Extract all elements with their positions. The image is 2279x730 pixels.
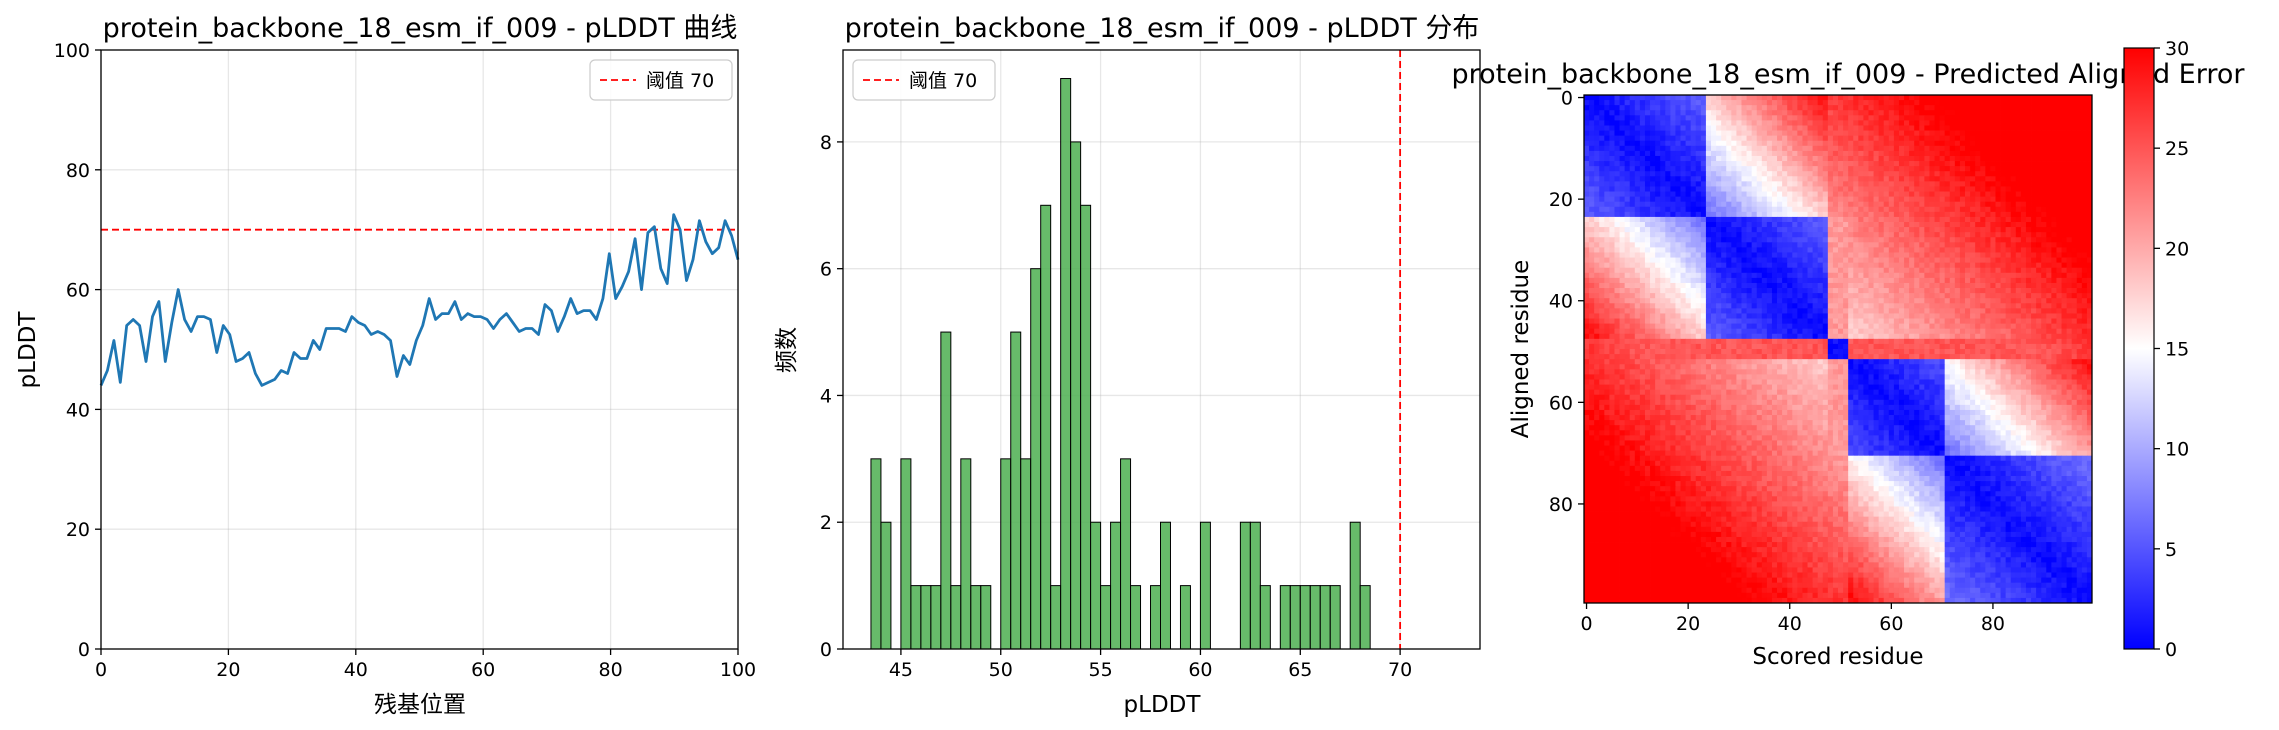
- histogram-bar: [1160, 521, 1171, 650]
- heatmap-x-tick-label: 80: [1981, 613, 2005, 635]
- line-x-tick-label: 40: [344, 659, 368, 681]
- histogram-bar: [1100, 585, 1112, 650]
- colorbar-tick-label: 5: [2165, 539, 2177, 561]
- histogram-bar: [1329, 585, 1341, 650]
- histogram-bar: [1259, 585, 1271, 650]
- heatmap-title: protein_backbone_18_esm_if_009 - Predict…: [1451, 59, 2245, 90]
- line-legend-label: 阈值 70: [646, 70, 714, 92]
- pae-heatmap: 0 20 40 60 80 0 20 40 60 80 protein_backbone_18_e…: [1451, 38, 2245, 670]
- histogram-bar: [1060, 78, 1072, 650]
- histogram-bar: [1080, 204, 1092, 650]
- histogram-bar: [1319, 585, 1331, 650]
- histogram-legend-label: 阈值 70: [909, 70, 977, 92]
- hist-x-tick-label: 55: [1089, 659, 1113, 681]
- heatmap-xlabel: Scored residue: [1752, 644, 1923, 670]
- histogram-bar: [920, 585, 932, 650]
- histogram-bar: [1110, 521, 1122, 650]
- heatmap-ylabel: Aligned residue: [1508, 260, 1534, 439]
- line-chart-xlabel: 残基位置: [374, 692, 466, 718]
- hist-y-tick-label: 2: [820, 512, 832, 534]
- hist-y-tick-label: 8: [820, 132, 832, 154]
- colorbar-tick-label: 25: [2165, 138, 2189, 160]
- colorbar-tick-label: 10: [2165, 439, 2189, 461]
- histogram-bar: [970, 585, 982, 650]
- histogram-bar: [1299, 585, 1311, 650]
- line-chart-title: protein_backbone_18_esm_if_009 - pLDDT 曲…: [103, 13, 738, 44]
- histogram-bar: [1359, 585, 1371, 650]
- histogram-bar: [870, 458, 882, 650]
- heatmap-y-tick-label: 60: [1549, 392, 1573, 414]
- line-x-tick-label: 20: [216, 659, 240, 681]
- hist-x-tick-label: 70: [1388, 659, 1412, 681]
- histogram-bar: [1199, 521, 1211, 650]
- line-x-tick-label: 80: [599, 659, 623, 681]
- histogram-bar: [880, 521, 892, 650]
- line-x-tick-label: 0: [95, 659, 107, 681]
- histogram-bar: [1000, 458, 1012, 650]
- line-y-tick-label: 20: [66, 519, 90, 541]
- colorbar-tick-label: 20: [2165, 238, 2189, 260]
- histogram-bar: [950, 585, 962, 650]
- heatmap-x-tick-label: 0: [1580, 613, 1592, 635]
- line-x-tick-label: 60: [471, 659, 495, 681]
- line-chart-ylabel: pLDDT: [15, 311, 41, 389]
- line-y-tick-label: 0: [78, 639, 90, 661]
- histogram-bar: [940, 331, 952, 650]
- histogram-bar: [1120, 458, 1132, 650]
- hist-x-tick-label: 60: [1188, 659, 1212, 681]
- histogram-bar: [1279, 585, 1291, 650]
- plddt-histogram: protein_backbone_18_esm_if_009 - pLDDT 分…: [774, 13, 1481, 718]
- histogram-xlabel: pLDDT: [1124, 692, 1202, 718]
- histogram-bar: [1349, 521, 1361, 650]
- hist-x-tick-label: 45: [889, 659, 913, 681]
- plddt-line-chart: protein_backbone_18_esm_if_009 - pLDDT 曲…: [15, 13, 756, 718]
- line-y-tick-label: 80: [66, 160, 90, 182]
- heatmap-y-tick-label: 80: [1549, 494, 1573, 516]
- heatmap-x-tick-label: 20: [1676, 613, 1700, 635]
- histogram-bar: [1050, 585, 1062, 650]
- histogram-legend: 阈值 70: [852, 59, 996, 101]
- histogram-bar: [1239, 521, 1251, 650]
- hist-x-tick-label: 65: [1288, 659, 1312, 681]
- histogram-bar: [1090, 521, 1102, 650]
- histogram-bar: [1020, 458, 1032, 650]
- plddt-series-line: [99, 213, 740, 387]
- histogram-bar: [1070, 141, 1082, 650]
- hist-y-tick-label: 0: [820, 639, 832, 661]
- histogram-bar: [1040, 204, 1052, 650]
- histogram-ylabel: 频数: [774, 327, 800, 373]
- colorbar-tick-label: 30: [2165, 38, 2189, 60]
- colorbar: [2123, 47, 2155, 650]
- histogram-bar: [1150, 585, 1162, 650]
- histogram-bar: [910, 585, 922, 650]
- histogram-bar: [1130, 585, 1142, 650]
- histogram-title: protein_backbone_18_esm_if_009 - pLDDT 分…: [845, 13, 1480, 44]
- line-chart-legend: 阈值 70: [589, 59, 733, 101]
- heatmap-y-tick-label: 0: [1561, 88, 1573, 110]
- histogram-bar: [960, 458, 972, 650]
- histogram-bar: [1179, 585, 1191, 650]
- line-y-tick-label: 100: [54, 40, 90, 62]
- line-y-tick-label: 60: [66, 280, 90, 302]
- line-y-tick-label: 40: [66, 399, 90, 421]
- histogram-bar: [1030, 268, 1042, 650]
- histogram-bar: [980, 585, 992, 650]
- hist-x-tick-label: 50: [989, 659, 1013, 681]
- heatmap-y-tick-label: 20: [1549, 189, 1573, 211]
- colorbar-tick-label: 15: [2165, 339, 2189, 361]
- hist-y-tick-label: 6: [820, 259, 832, 281]
- histogram-bar: [930, 585, 942, 650]
- line-x-tick-label: 100: [720, 659, 756, 681]
- histogram-bar: [1249, 521, 1261, 650]
- heatmap-y-tick-label: 40: [1549, 291, 1573, 313]
- histogram-bar: [1289, 585, 1301, 650]
- histogram-bar: [1010, 331, 1022, 650]
- heatmap-x-tick-label: 40: [1778, 613, 1802, 635]
- hist-y-tick-label: 4: [820, 385, 832, 407]
- histogram-bar: [900, 458, 912, 650]
- heatmap-x-tick-label: 60: [1879, 613, 1903, 635]
- histogram-bar: [1309, 585, 1321, 650]
- colorbar-tick-label: 0: [2165, 639, 2177, 661]
